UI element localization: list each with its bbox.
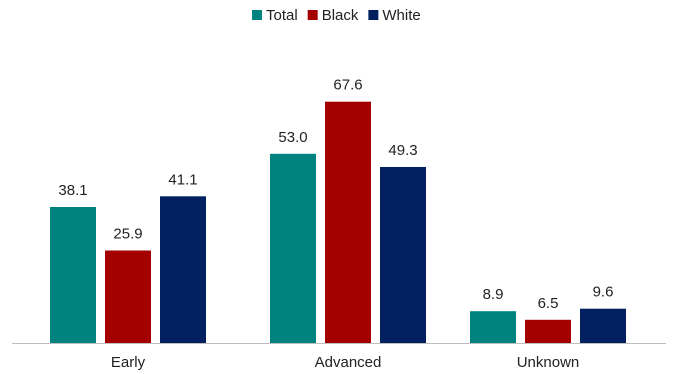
bar-unknown-white bbox=[580, 308, 626, 343]
value-label-early-total: 38.1 bbox=[58, 182, 87, 199]
category-label-advanced: Advanced bbox=[315, 354, 382, 371]
value-label-early-white: 41.1 bbox=[168, 171, 197, 188]
chart-value-labels: 38.1 25.9 41.1 53.0 67.6 49.3 8.9 6.5 9.6 bbox=[58, 77, 613, 312]
value-label-advanced-total: 53.0 bbox=[278, 129, 307, 146]
bar-unknown-total bbox=[470, 311, 516, 343]
value-label-unknown-total: 8.9 bbox=[483, 286, 504, 303]
category-label-early: Early bbox=[111, 354, 146, 371]
value-label-advanced-white: 49.3 bbox=[388, 142, 417, 159]
bar-advanced-black bbox=[325, 101, 371, 343]
legend-swatch-black bbox=[307, 10, 318, 20]
chart-bars bbox=[50, 101, 626, 343]
value-label-early-black: 25.9 bbox=[113, 226, 142, 243]
bar-early-white bbox=[160, 196, 206, 343]
bar-unknown-black bbox=[525, 319, 571, 343]
legend-label-black: Black bbox=[322, 7, 359, 24]
chart-category-labels: Early Advanced Unknown bbox=[111, 354, 579, 371]
bar-early-total bbox=[50, 207, 96, 343]
bar-early-black bbox=[105, 250, 151, 343]
legend-label-white: White bbox=[382, 7, 420, 24]
bar-advanced-white bbox=[380, 167, 426, 343]
bar-advanced-total bbox=[270, 153, 316, 343]
value-label-unknown-black: 6.5 bbox=[538, 295, 559, 312]
legend-swatch-total bbox=[252, 10, 262, 20]
legend-label-total: Total bbox=[266, 7, 298, 24]
value-label-unknown-white: 9.6 bbox=[593, 284, 614, 301]
category-label-unknown: Unknown bbox=[517, 354, 580, 371]
chart-legend: Total Black White bbox=[252, 7, 421, 24]
legend-swatch-white bbox=[368, 10, 379, 20]
value-label-advanced-black: 67.6 bbox=[333, 77, 362, 94]
